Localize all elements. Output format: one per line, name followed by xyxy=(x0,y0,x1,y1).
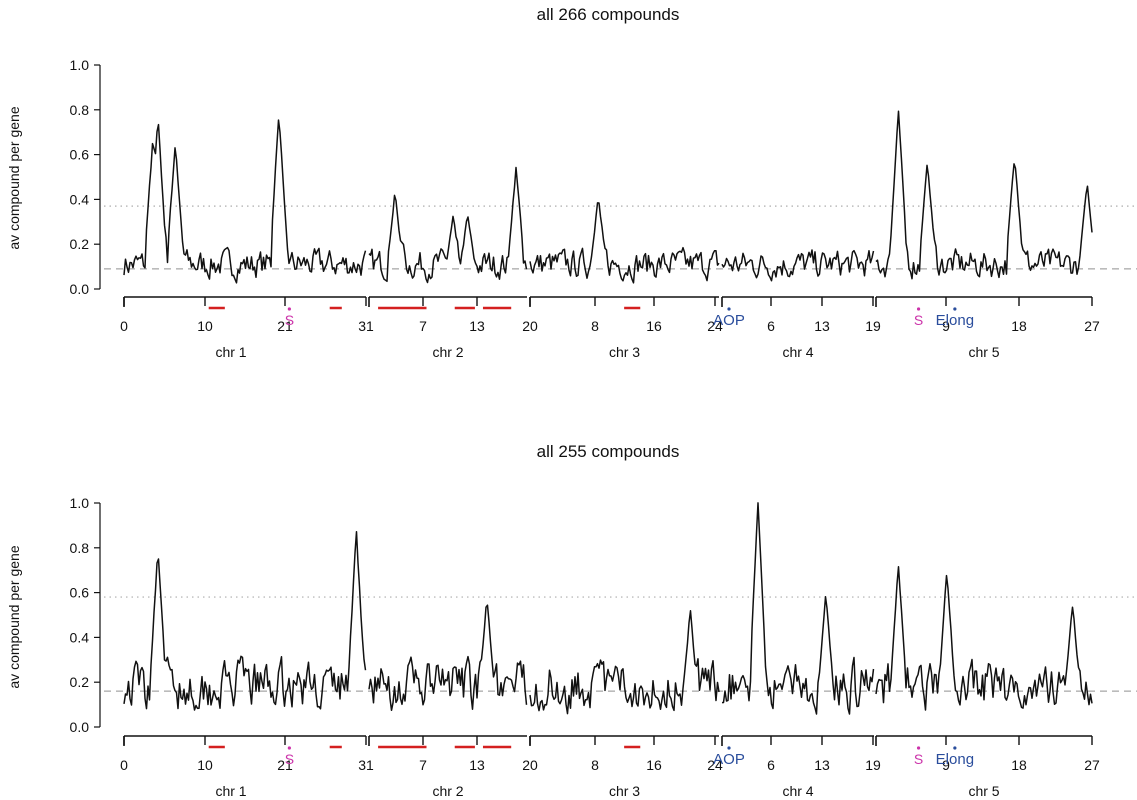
marker-dot xyxy=(916,746,921,750)
locus-marker-label: AOP xyxy=(713,312,745,329)
x-tick-label: 18 xyxy=(1011,757,1027,773)
series-line-chr3 xyxy=(529,610,720,715)
series-line-chr2 xyxy=(368,166,528,284)
marker-dot xyxy=(287,307,291,311)
y-tick-label: 0.0 xyxy=(70,281,90,297)
y-tick-label: 0.6 xyxy=(70,585,90,601)
chromosome-label: chr 2 xyxy=(432,344,463,360)
chromosome-label: chr 3 xyxy=(609,783,640,799)
y-tick-label: 0.6 xyxy=(70,147,90,163)
chart-title: all 266 compounds xyxy=(537,5,680,24)
x-tick-label: 6 xyxy=(767,318,775,334)
chromosome-label: chr 5 xyxy=(968,783,999,799)
series-line-chr2 xyxy=(368,604,528,712)
locus-marker-label: Elong xyxy=(936,751,974,768)
x-tick-label: 24 xyxy=(707,757,723,773)
locus-marker-label: S xyxy=(914,312,923,328)
y-tick-label: 0.2 xyxy=(70,236,90,252)
x-tick-label: 31 xyxy=(358,757,374,773)
x-tick-label: 24 xyxy=(707,318,723,334)
locus-marker-label: AOP xyxy=(713,751,745,768)
x-tick-label: 10 xyxy=(197,318,213,334)
marker-dot xyxy=(727,307,731,311)
y-tick-label: 1.0 xyxy=(70,57,90,73)
chromosome-label: chr 3 xyxy=(609,344,640,360)
chromosome-label: chr 4 xyxy=(782,783,813,799)
x-tick-label: 8 xyxy=(591,757,599,773)
panel-top: all 266 compounds av compound per gene 0… xyxy=(6,5,1137,360)
x-tick-label: 16 xyxy=(646,757,662,773)
x-tick-label: 7 xyxy=(419,318,427,334)
series-line-chr5 xyxy=(875,110,1093,280)
locus-marker-label: S xyxy=(285,312,294,328)
y-tick-label: 0.8 xyxy=(70,540,90,556)
panel-bottom: all 255 compounds av compound per gene 0… xyxy=(6,442,1137,799)
x-tick-label: 8 xyxy=(591,318,599,334)
x-tick-label: 13 xyxy=(469,757,485,773)
locus-marker-label: Elong xyxy=(936,312,974,329)
x-tick-label: 18 xyxy=(1011,318,1027,334)
x-tick-label: 16 xyxy=(646,318,662,334)
x-tick-label: 27 xyxy=(1084,757,1100,773)
locus-marker-label: S xyxy=(285,751,294,767)
marker-dot xyxy=(953,746,957,750)
x-tick-label: 27 xyxy=(1084,318,1100,334)
y-tick-label: 0.8 xyxy=(70,102,90,118)
series-line-chr3 xyxy=(529,202,720,284)
series-line-chr1 xyxy=(123,119,367,284)
x-tick-label: 21 xyxy=(277,757,293,773)
series-line-chr4 xyxy=(721,502,875,715)
series-line-chr4 xyxy=(721,249,875,282)
y-axis-label: av compound per gene xyxy=(6,545,22,688)
y-tick-label: 0.0 xyxy=(70,719,90,735)
x-tick-label: 10 xyxy=(197,757,213,773)
series-line-chr5 xyxy=(875,566,1093,711)
x-tick-label: 20 xyxy=(522,757,538,773)
x-tick-label: 20 xyxy=(522,318,538,334)
chromosome-label: chr 5 xyxy=(968,344,999,360)
x-tick-label: 31 xyxy=(358,318,374,334)
x-tick-label: 7 xyxy=(419,757,427,773)
x-tick-label: 9 xyxy=(942,318,950,334)
x-tick-label: 13 xyxy=(814,318,830,334)
chromosome-label: chr 1 xyxy=(215,344,246,360)
x-tick-label: 0 xyxy=(120,757,128,773)
chromosome-label: chr 2 xyxy=(432,783,463,799)
x-tick-label: 19 xyxy=(865,757,881,773)
x-tick-label: 9 xyxy=(942,757,950,773)
x-tick-label: 19 xyxy=(865,318,881,334)
y-tick-label: 1.0 xyxy=(70,495,90,511)
x-tick-label: 6 xyxy=(767,757,775,773)
y-tick-label: 0.4 xyxy=(70,191,90,207)
chart-title: all 255 compounds xyxy=(537,442,680,461)
marker-dot xyxy=(727,746,731,750)
marker-dot xyxy=(953,307,957,311)
x-tick-label: 0 xyxy=(120,318,128,334)
marker-dot xyxy=(916,307,921,311)
marker-dot xyxy=(287,746,291,750)
locus-marker-label: S xyxy=(914,751,923,767)
y-axis-label: av compound per gene xyxy=(6,106,22,249)
chromosome-label: chr 4 xyxy=(782,344,813,360)
y-tick-label: 0.2 xyxy=(70,674,90,690)
x-tick-label: 13 xyxy=(469,318,485,334)
chromosome-label: chr 1 xyxy=(215,783,246,799)
x-tick-label: 21 xyxy=(277,318,293,334)
y-tick-label: 0.4 xyxy=(70,629,90,645)
series-line-chr1 xyxy=(123,530,367,711)
x-tick-label: 13 xyxy=(814,757,830,773)
